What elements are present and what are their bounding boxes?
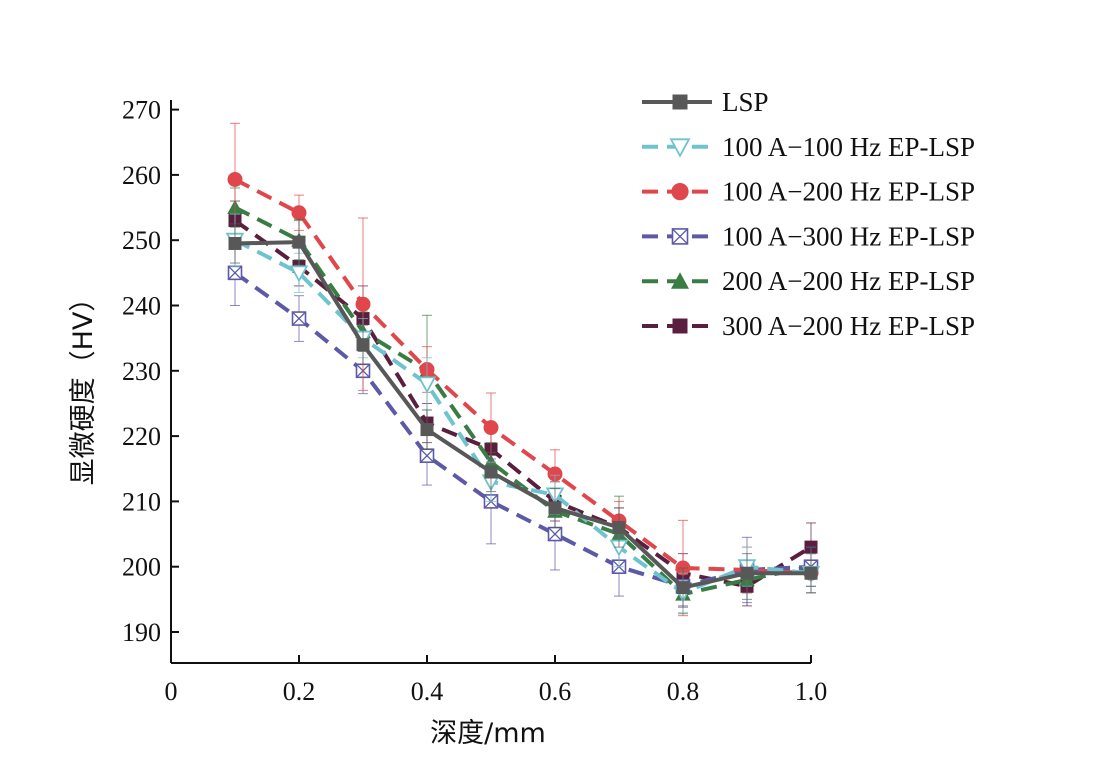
axes [170, 100, 811, 664]
legend-entry: 100 A−300 Hz EP-LSP [642, 221, 975, 251]
x-tick-label: 0.4 [411, 677, 444, 706]
plot-area [225, 122, 821, 617]
data-point [419, 448, 435, 463]
data-point [356, 338, 370, 352]
y-tick-label: 250 [122, 226, 161, 255]
legend-marker [672, 94, 688, 110]
marker-shape [671, 182, 689, 201]
legend-marker [672, 318, 688, 334]
data-point [420, 423, 434, 437]
marker-shape [676, 581, 690, 595]
legend-entry: 100 A−200 Hz EP-LSP [642, 177, 975, 207]
data-point [548, 501, 562, 515]
ticks: 190 200 210 220 230 240 250 260 270 0 0.2 0.4 0.6 0.8… [122, 96, 827, 706]
x-tick-label: 0.2 [283, 677, 316, 706]
marker-shape [483, 420, 499, 436]
y-axis-label: 显微硬度（HV） [68, 285, 99, 486]
legend-label: 100 A−100 Hz EP-LSP [722, 132, 975, 162]
marker-shape [672, 318, 688, 334]
data-point [228, 236, 242, 250]
x-tick-label: 1.0 [795, 677, 828, 706]
marker-cross [228, 265, 242, 280]
series-4 [227, 187, 819, 615]
data-point [227, 265, 243, 281]
series-5 [228, 200, 818, 607]
marker-shape [228, 236, 242, 250]
marker-shape [292, 235, 306, 249]
data-point [547, 466, 563, 482]
marker-shape [420, 423, 434, 437]
series-line [233, 271, 812, 589]
y-tick-label: 270 [122, 96, 161, 125]
legend-marker [669, 138, 691, 158]
y-tick-label: 200 [122, 553, 161, 582]
data-point [612, 521, 626, 535]
marker-shape [548, 501, 562, 515]
series-0 [228, 218, 818, 608]
data-point [291, 311, 307, 326]
marker-shape [612, 521, 626, 535]
marker-cross [420, 448, 434, 463]
marker-shape [291, 205, 307, 221]
y-tick-label: 230 [122, 357, 161, 386]
data-point [417, 376, 437, 394]
marker-shape [484, 465, 498, 479]
data-point [484, 465, 498, 479]
y-tick-label: 210 [122, 487, 161, 516]
data-point [676, 581, 690, 595]
marker-shape [355, 296, 371, 312]
legend-marker [671, 272, 689, 289]
data-point [804, 566, 818, 580]
data-point [547, 526, 563, 542]
x-tick-label: 0.6 [539, 677, 572, 706]
data-point [291, 205, 307, 221]
y-tick-label: 240 [122, 292, 161, 321]
marker-shape [740, 566, 754, 580]
legend-marker [671, 228, 689, 245]
marker-cross [548, 527, 562, 542]
series-line [234, 240, 811, 590]
legend-label: LSP [722, 87, 769, 117]
y-tick-label: 220 [122, 422, 161, 451]
series-line [234, 205, 812, 597]
marker-shape [804, 566, 818, 580]
marker-shape [671, 272, 689, 289]
data-point [292, 235, 306, 249]
legend-entry: LSP [642, 87, 769, 117]
x-tick-label: 0.8 [667, 677, 700, 706]
legend-marker [671, 182, 689, 201]
marker-shape [547, 466, 563, 482]
marker-shape [356, 338, 370, 352]
marker-shape [669, 138, 691, 158]
legend-entry: 300 A−200 Hz EP-LSP [642, 311, 975, 341]
legend-entry: 200 A−200 Hz EP-LSP [642, 266, 975, 296]
legend: LSP 100 A−100 Hz EP-LSP 100 A−200 Hz EP-LS… [642, 87, 975, 341]
legend-label: 100 A−200 Hz EP-LSP [722, 177, 975, 207]
data-point [227, 171, 243, 187]
marker-shape [227, 171, 243, 187]
data-point [483, 420, 499, 436]
marker-shape [417, 376, 437, 394]
data-point [289, 265, 309, 283]
legend-label: 300 A−200 Hz EP-LSP [722, 311, 975, 341]
marker-shape [672, 94, 688, 110]
legend-label: 100 A−300 Hz EP-LSP [722, 221, 975, 251]
series-line [234, 177, 812, 576]
marker-cross [292, 311, 306, 326]
data-point [355, 296, 371, 312]
data-point [740, 566, 754, 580]
marker-cross [672, 228, 688, 245]
marker-shape [289, 265, 309, 283]
x-axis-label: 深度/mm [430, 718, 546, 749]
y-tick-label: 190 [122, 618, 161, 647]
y-tick-label: 260 [122, 161, 161, 190]
legend-label: 200 A−200 Hz EP-LSP [722, 266, 975, 296]
legend-entry: 100 A−100 Hz EP-LSP [642, 132, 975, 162]
x-tick-label: 0 [165, 677, 178, 706]
